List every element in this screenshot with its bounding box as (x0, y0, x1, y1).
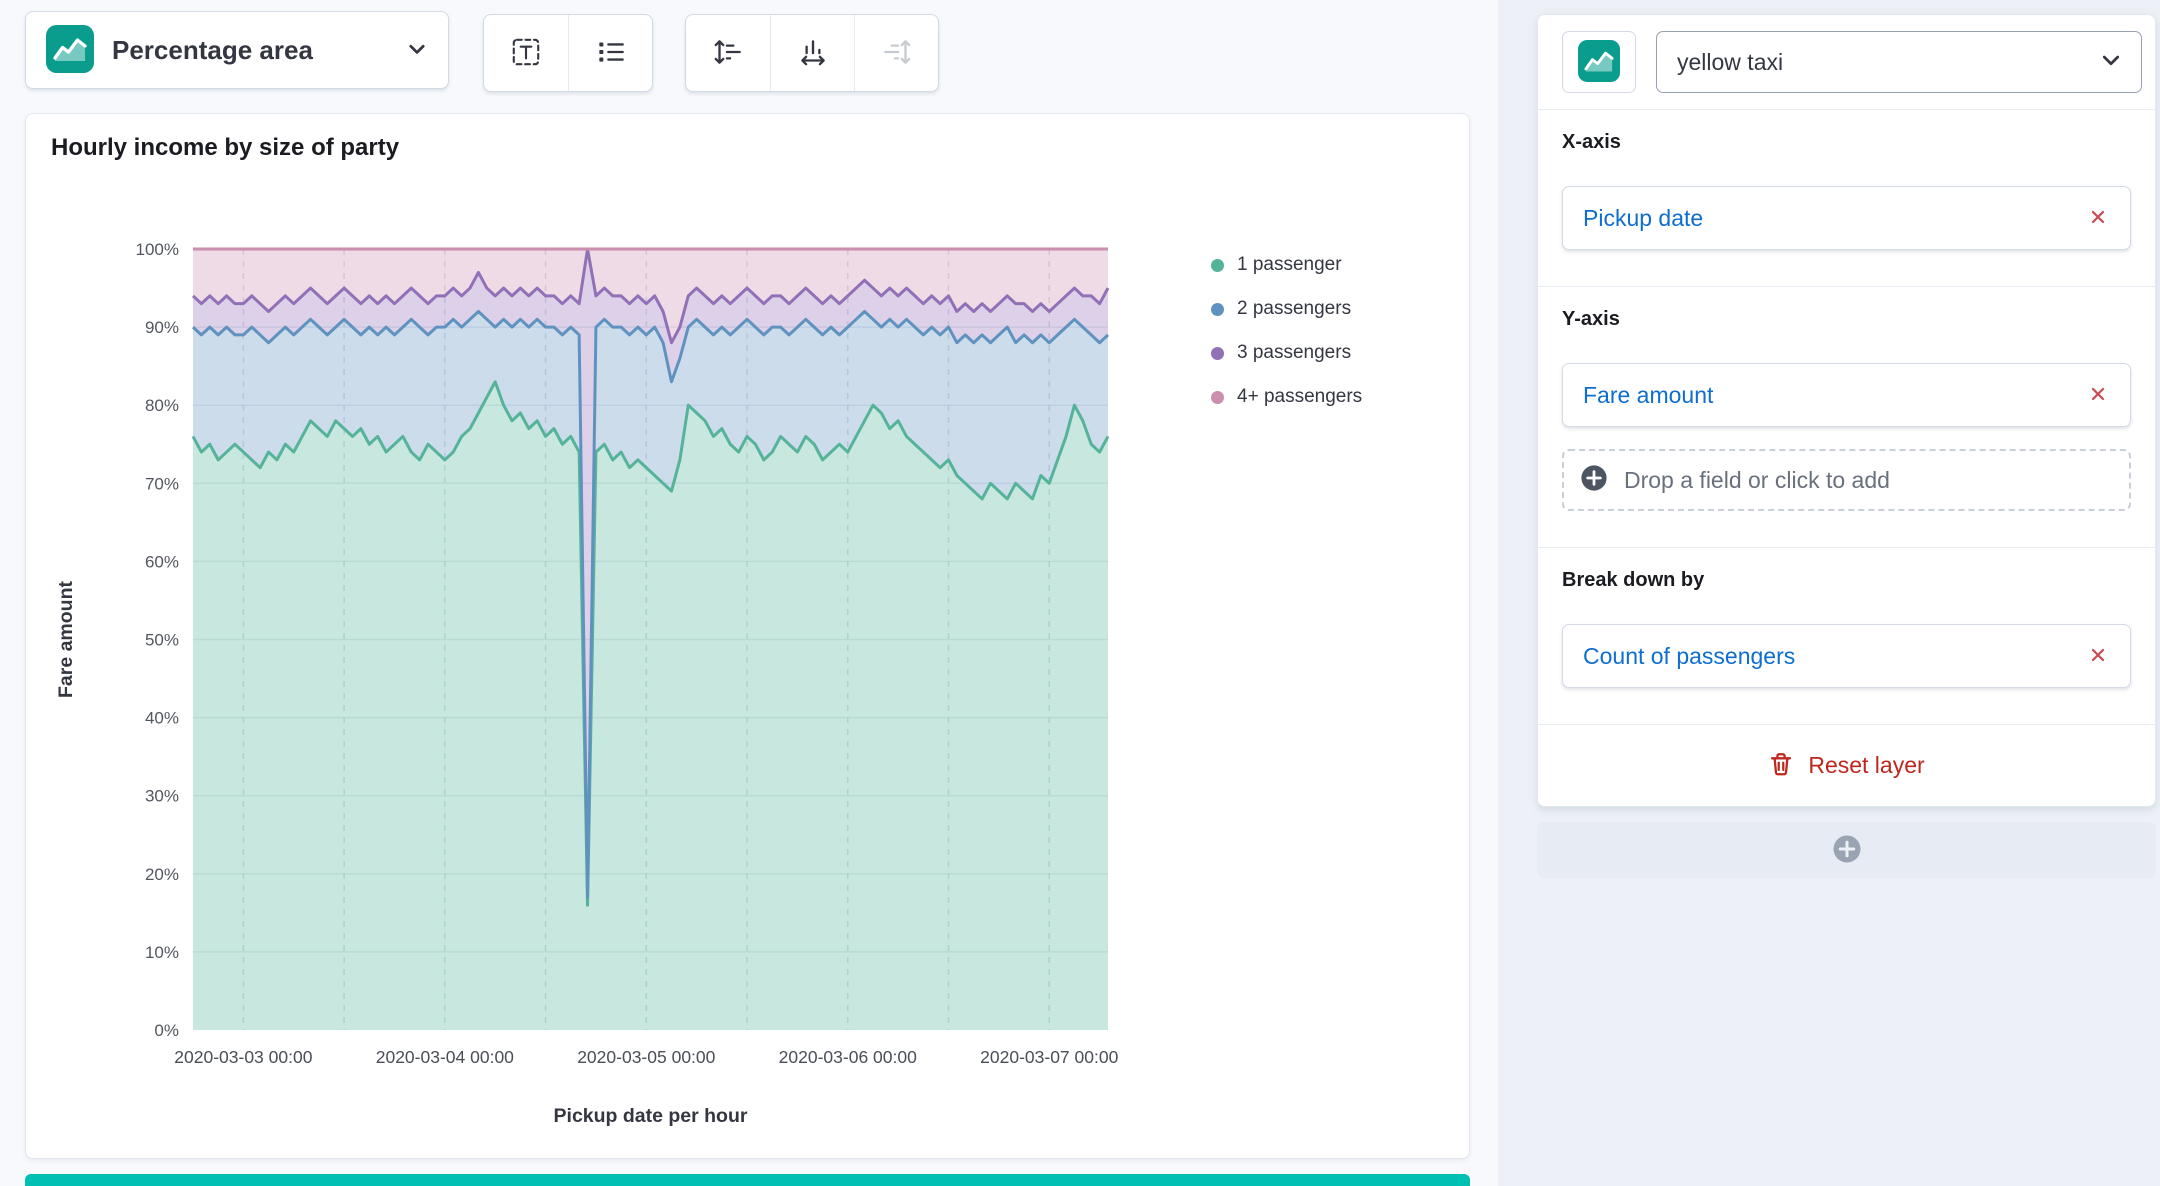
field-pickup-date[interactable]: Pickup date (1562, 186, 2131, 250)
legend-item[interactable]: 2 passengers (1211, 294, 1362, 324)
y-tick-label: 100% (136, 240, 179, 259)
area-series-3 (193, 249, 1108, 898)
layer-card: yellow taxi X-axis Pickup date Y-axis Fa (1537, 14, 2156, 807)
legend-item[interactable]: 1 passenger (1211, 250, 1362, 280)
display-options-group (483, 14, 653, 92)
legend-label: 2 passengers (1237, 298, 1352, 319)
drop-hint-label: Drop a field or click to add (1624, 466, 1890, 493)
field-label: Count of passengers (1583, 642, 1796, 669)
x-tick-label: 2020-03-05 00:00 (577, 1047, 715, 1067)
drop-field-zone[interactable]: Drop a field or click to add (1562, 449, 2131, 511)
x-axis-group: X-axis Pickup date (1538, 109, 2155, 286)
dataset-select-value: yellow taxi (1677, 48, 1784, 75)
value-labels-button[interactable] (484, 15, 568, 91)
legend-settings-button[interactable] (568, 15, 652, 91)
plus-icon (1832, 834, 1862, 867)
x-tick-label: 2020-03-03 00:00 (174, 1047, 312, 1067)
y-tick-label: 20% (145, 865, 179, 884)
legend-label: 1 passenger (1237, 254, 1342, 275)
area-chart-icon (46, 24, 94, 76)
legend-label: 3 passengers (1237, 342, 1352, 363)
y-tick-label: 40% (145, 709, 179, 728)
remove-field-button[interactable] (2084, 641, 2112, 672)
reset-layer-label: Reset layer (1808, 752, 1925, 778)
legend-label: 4+ passengers (1237, 386, 1363, 407)
layer-header: yellow taxi (1538, 15, 2155, 109)
y-tick-label: 10% (145, 943, 179, 962)
chevron-down-icon (406, 38, 428, 63)
close-icon (2088, 645, 2108, 668)
field-label: Pickup date (1583, 204, 1704, 231)
field-count-of-passengers[interactable]: Count of passengers (1562, 624, 2131, 688)
bottom-axis-button[interactable] (770, 15, 854, 91)
workspace: Percentage area (25, 11, 1470, 1186)
area-series-2 (193, 311, 1108, 906)
chart-panel: Hourly income by size of party 0% 10% 20% 3… (25, 113, 1470, 1159)
axis-settings-group (685, 14, 939, 92)
suggestion-panel-accent (25, 1174, 1470, 1186)
legend-icon (594, 35, 628, 72)
left-axis-button[interactable] (686, 15, 770, 91)
trash-icon (1768, 751, 1794, 780)
legend-dot (1211, 390, 1224, 404)
y-tick-label: 60% (145, 552, 179, 571)
y-axis-group: Y-axis Fare amount Drop a field or click… (1538, 286, 2155, 547)
field-fare-amount[interactable]: Fare amount (1562, 363, 2131, 427)
remove-field-button[interactable] (2084, 380, 2112, 411)
legend-item[interactable]: 4+ passengers (1211, 382, 1362, 412)
layer-config-panel: yellow taxi X-axis Pickup date Y-axis Fa (1498, 0, 2160, 1186)
y-tick-label: 90% (145, 318, 179, 337)
reset-layer-button[interactable]: Reset layer (1538, 724, 2155, 806)
chevron-down-icon (2099, 48, 2123, 77)
y-tick-label: 50% (145, 631, 179, 650)
x-axis-group-label: X-axis (1562, 131, 1621, 153)
x-tick-label: 2020-03-07 00:00 (980, 1047, 1118, 1067)
left-axis-icon (711, 35, 745, 72)
plus-circle-icon (1580, 464, 1608, 497)
legend-item[interactable]: 3 passengers (1211, 338, 1362, 368)
y-axis-title: Fare amount (55, 580, 77, 698)
area-chart[interactable]: 0% 10% 20% 30% 40% 50% 60% 70% 80% 90% 100% 2020-03… (26, 114, 1471, 1160)
x-tick-label: 2020-03-06 00:00 (779, 1047, 917, 1067)
legend-dot (1211, 346, 1224, 360)
y-tick-label: 80% (145, 396, 179, 415)
y-tick-label: 30% (145, 787, 179, 806)
y-tick-label: 0% (154, 1021, 179, 1040)
line-series-1 (191, 380, 1110, 907)
bottom-axis-icon (796, 35, 830, 72)
add-layer-button[interactable] (1537, 822, 2156, 878)
legend-dot (1211, 258, 1224, 272)
line-series-3 (191, 247, 1110, 345)
close-icon (2088, 207, 2108, 230)
area-series-1 (193, 381, 1108, 1030)
dataset-select[interactable]: yellow taxi (1656, 31, 2142, 93)
value-labels-icon (509, 35, 543, 72)
x-axis-title: Pickup date per hour (554, 1105, 748, 1127)
chart-type-label: Percentage area (112, 34, 313, 65)
layer-chart-type-button[interactable] (1562, 31, 1636, 93)
chart-legend: 1 passenger 2 passengers 3 passengers 4+ pa… (1211, 250, 1362, 412)
chart-title: Hourly income by size of party (51, 134, 400, 161)
y-tick-label: 70% (145, 474, 179, 493)
line-series-2 (191, 309, 1110, 899)
area-chart-icon (1578, 39, 1620, 85)
field-label: Fare amount (1583, 381, 1714, 408)
remove-field-button[interactable] (2084, 203, 2112, 234)
breakdown-group-label: Break down by (1562, 569, 1705, 591)
chart-type-button[interactable]: Percentage area (25, 11, 449, 89)
close-icon (2088, 384, 2108, 407)
right-axis-button[interactable] (854, 15, 938, 91)
legend-dot (1211, 302, 1224, 316)
area-series-4 (193, 249, 1108, 343)
breakdown-group: Break down by Count of passengers (1538, 547, 2155, 724)
x-tick-label: 2020-03-04 00:00 (376, 1047, 514, 1067)
y-axis-group-label: Y-axis (1562, 308, 1620, 330)
right-axis-icon (880, 35, 914, 72)
